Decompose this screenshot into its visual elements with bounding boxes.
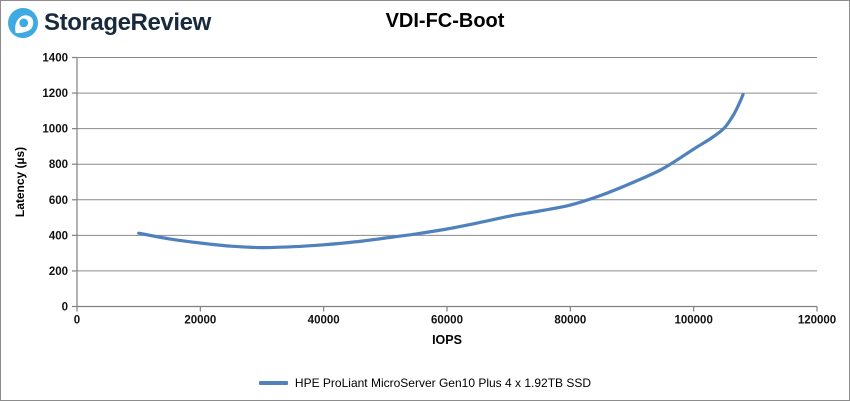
x-tick-label: 0: [74, 315, 80, 327]
storagereview-logo: StorageReview: [8, 8, 211, 38]
y-tick-label: 1000: [42, 124, 68, 136]
series-line: [137, 92, 745, 250]
y-tick-label: 200: [49, 266, 68, 278]
legend: HPE ProLiant MicroServer Gen10 Plus 4 x …: [1, 376, 849, 390]
y-tick-label: 400: [49, 230, 68, 242]
header: StorageReview VDI-FC-Boot: [1, 1, 849, 45]
legend-line-swatch: [258, 381, 288, 385]
x-tick-label: 100000: [674, 315, 712, 327]
x-tick-label: 60000: [431, 315, 463, 327]
x-axis-title: IOPS: [432, 333, 462, 347]
y-tick-label: 1200: [42, 88, 68, 100]
x-tick-label: 20000: [184, 315, 216, 327]
page-title: VDI-FC-Boot: [385, 10, 505, 32]
x-tick-label: 40000: [308, 315, 340, 327]
y-tick-label: 1400: [42, 53, 68, 65]
legend-series-label: HPE ProLiant MicroServer Gen10 Plus 4 x …: [294, 376, 592, 390]
y-tick-label: 0: [62, 302, 68, 314]
x-tick-label: 120000: [798, 315, 836, 327]
y-tick-label: 600: [49, 195, 68, 207]
y-tick-label: 800: [49, 159, 68, 171]
x-tick-label: 80000: [554, 315, 586, 327]
y-axis-title: Latency (µs): [13, 147, 27, 217]
brand-name: StorageReview: [44, 9, 211, 36]
storagereview-logo-icon: [8, 8, 38, 38]
